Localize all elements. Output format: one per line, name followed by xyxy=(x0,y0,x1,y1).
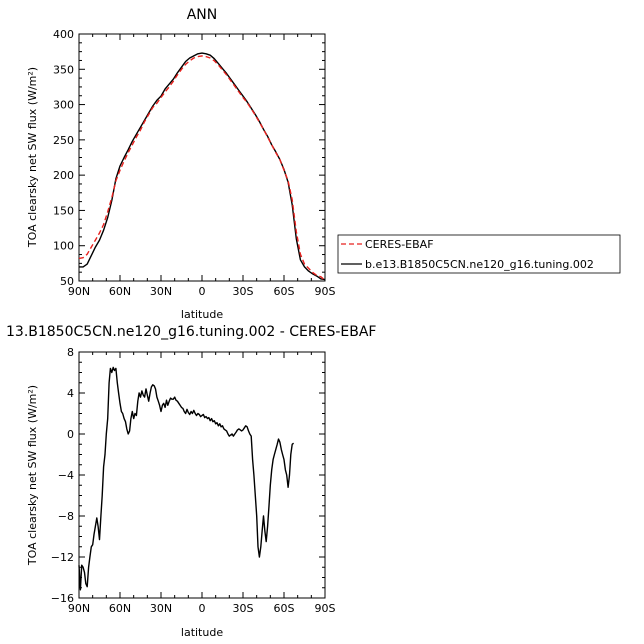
bottom-x-tick-label: 90N xyxy=(68,602,90,615)
bottom-y-tick-label: 4 xyxy=(67,387,74,400)
top-panel: ANN 90N 60N 30N 0 30S 60S 90S 50 100 150 200 250 300… xyxy=(26,7,336,321)
legend-label-model: b.e13.B1850C5CN.ne120_g16.tuning.002 xyxy=(365,258,594,271)
top-plot-marks: 90N 60N 30N 0 30S 60S 90S 50 100 150 200 250 300 350 4… xyxy=(53,28,336,298)
bottom-y-tick-label: −4 xyxy=(58,469,74,482)
bottom-x-tick-label: 0 xyxy=(199,602,206,615)
top-x-tick-label: 90S xyxy=(315,285,336,298)
top-y-tick-label: 400 xyxy=(53,28,74,41)
bottom-y-tick-label: −16 xyxy=(51,592,74,605)
legend-box xyxy=(337,234,621,274)
top-x-tick-label: 60N xyxy=(109,285,131,298)
top-y-tick-label: 100 xyxy=(53,240,74,253)
top-x-tick-label: 60S xyxy=(274,285,295,298)
bottom-y-tick-label: 0 xyxy=(67,428,74,441)
top-y-tick-label: 300 xyxy=(53,99,74,112)
top-x-tick-label: 30S xyxy=(233,285,254,298)
bottom-x-tick-label: 60N xyxy=(109,602,131,615)
legend: CERES-EBAF b.e13.B1850C5CN.ne120_g16.tun… xyxy=(337,234,621,274)
top-y-tick-label: 50 xyxy=(60,275,74,288)
bottom-y-tick-label: −8 xyxy=(58,510,74,523)
top-x-tick-label: 90N xyxy=(68,285,90,298)
top-x-tick-label: 0 xyxy=(199,285,206,298)
bottom-x-axis-label: latitude xyxy=(181,626,223,639)
bottom-y-tick-label: 8 xyxy=(67,346,74,359)
top-y-tick-label: 200 xyxy=(53,169,74,182)
bottom-chart-title: 13.B1850C5CN.ne120_g16.tuning.002 - CERE… xyxy=(6,324,376,340)
top-y-tick-label: 250 xyxy=(53,134,74,147)
top-y-tick-label: 350 xyxy=(53,63,74,76)
top-chart-title: ANN xyxy=(187,7,218,23)
bottom-plot-frame xyxy=(78,351,326,599)
bottom-plot-marks: 90N 60N 30N 0 30S 60S 90S −16 −12 −8 −4 0 4 8 xyxy=(51,346,336,615)
top-y-axis-label: TOA clearsky net SW flux (W/m²) xyxy=(26,67,39,248)
bottom-x-tick-label: 60S xyxy=(274,602,295,615)
top-series-line-0 xyxy=(78,55,326,281)
top-x-tick-label: 30N xyxy=(150,285,172,298)
bottom-y-tick-label: −12 xyxy=(51,551,74,564)
bottom-x-tick-label: 90S xyxy=(315,602,336,615)
bottom-y-axis-label: TOA clearsky net SW flux (W/m²) xyxy=(26,385,39,566)
bottom-panel: 13.B1850C5CN.ne120_g16.tuning.002 - CERE… xyxy=(6,324,376,639)
bottom-x-tick-label: 30N xyxy=(150,602,172,615)
bottom-series-line-0 xyxy=(78,366,295,591)
top-x-axis-label: latitude xyxy=(181,308,223,321)
top-plot-frame xyxy=(78,33,326,282)
legend-label-ceres: CERES-EBAF xyxy=(365,238,434,251)
top-series-line-1 xyxy=(79,52,326,281)
top-y-tick-label: 150 xyxy=(53,204,74,217)
bottom-x-tick-label: 30S xyxy=(233,602,254,615)
